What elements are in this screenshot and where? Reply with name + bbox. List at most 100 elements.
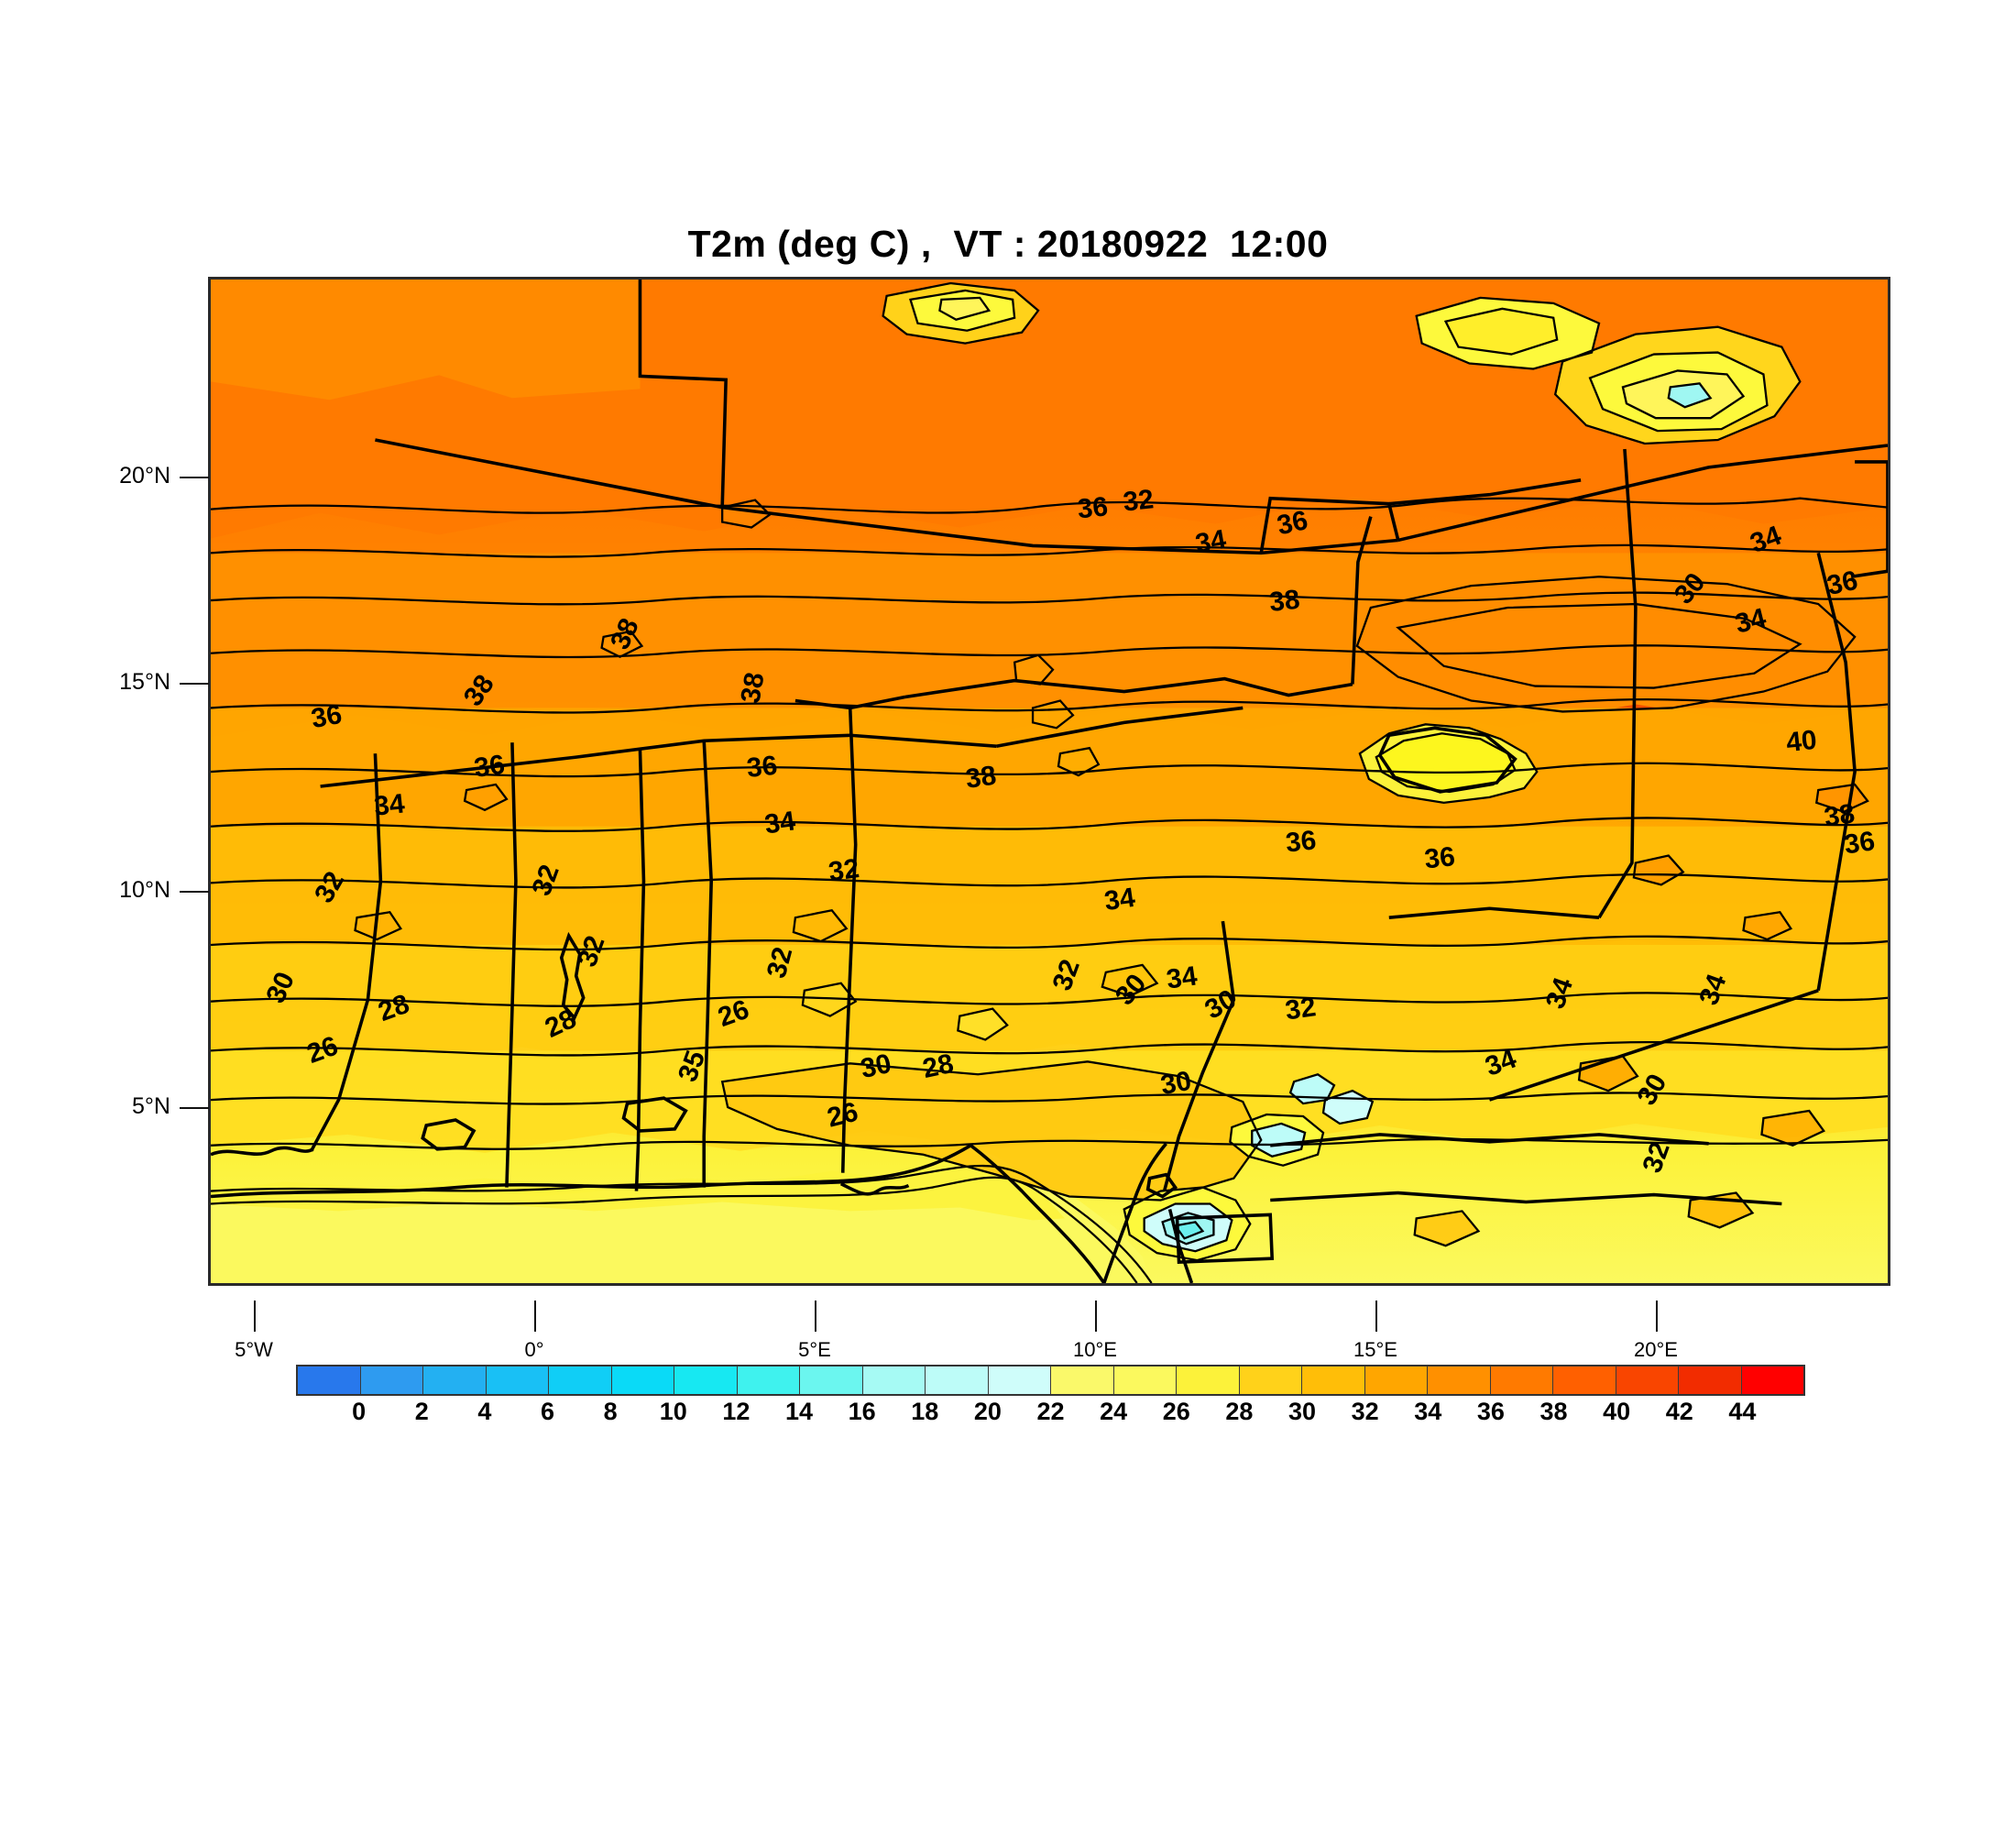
contour-label: 34: [1165, 960, 1200, 994]
colorbar-cell-0[interactable]: [298, 1367, 361, 1394]
colorbar-cell-12[interactable]: [1051, 1367, 1114, 1394]
temperature-contour-map: 32 34 36 36 38 34 30 34 36 38 36 38 38 3…: [211, 280, 1888, 1283]
colorbar-tick-42: 42: [1665, 1398, 1693, 1425]
contour-label: 36: [1275, 505, 1310, 541]
colorbar[interactable]: 0 2 4 6 8 10 12 14 16 18 20 22 24 26 28 30 32 34 36 38 40 42 4…: [296, 1365, 1805, 1425]
contour-label: 36: [1423, 841, 1457, 874]
contour-label: 40: [1785, 725, 1819, 758]
page-title: T2m (deg C) , VT : 20180922 12:00: [687, 223, 1329, 265]
colorbar-tick-24: 24: [1100, 1398, 1128, 1425]
colorbar-cell-4[interactable]: [549, 1367, 612, 1394]
colorbar-cell-16[interactable]: [1302, 1367, 1365, 1394]
contour-label: 30: [1158, 1066, 1193, 1101]
lat-tick: [180, 891, 209, 893]
contour-label: 32: [827, 853, 861, 887]
colorbar-tick-40: 40: [1603, 1398, 1631, 1425]
adamawa-cool: [1252, 1123, 1306, 1157]
colorbar-cell-6[interactable]: [674, 1367, 738, 1394]
colorbar-tick-20: 20: [973, 1398, 1002, 1425]
lon-tick: [254, 1301, 256, 1332]
contour-label: 36: [1824, 565, 1860, 601]
lat-tick: [180, 477, 209, 478]
contour-label: 38: [1267, 585, 1301, 618]
colorbar-tick-2: 2: [414, 1398, 429, 1425]
lon-label-0: 0°: [524, 1338, 544, 1361]
colorbar-cell-23[interactable]: [1741, 1367, 1803, 1394]
colorbar-tick-38: 38: [1539, 1398, 1568, 1425]
lon-label-15e: 15°E: [1353, 1338, 1397, 1361]
colorbar-tick-12: 12: [722, 1398, 751, 1425]
lat-tick: [180, 1107, 209, 1109]
contour-label: 34: [1102, 883, 1137, 916]
colorbar-tick-18: 18: [911, 1398, 939, 1425]
contour-label: 32: [1284, 992, 1319, 1026]
colorbar-cell-18[interactable]: [1428, 1367, 1491, 1394]
colorbar-tick-26: 26: [1162, 1398, 1190, 1425]
contour-label: 26: [824, 1097, 860, 1134]
colorbar-cell-3[interactable]: [486, 1367, 549, 1394]
colorbar-tick-4: 4: [477, 1398, 492, 1425]
contour-label: 38: [735, 670, 770, 705]
colorbar-cell-11[interactable]: [988, 1367, 1051, 1394]
colorbar-cell-15[interactable]: [1239, 1367, 1302, 1394]
lon-tick: [1656, 1301, 1658, 1332]
colorbar-tick-22: 22: [1036, 1398, 1065, 1425]
colorbar-cell-8[interactable]: [800, 1367, 863, 1394]
colorbar-tick-44: 44: [1728, 1398, 1757, 1425]
colorbar-tick-32: 32: [1351, 1398, 1379, 1425]
colorbar-tick-14: 14: [784, 1398, 814, 1425]
jebel-marra-core: [1445, 308, 1558, 355]
colorbar-tick-0: 0: [352, 1398, 367, 1425]
closed-contours: [354, 281, 1869, 1262]
contour-label: 38: [1823, 798, 1857, 832]
map-plot-area[interactable]: 32 34 36 36 38 34 30 34 36 38 36 38 38 3…: [208, 277, 1890, 1286]
contour-label: 36: [1284, 825, 1318, 858]
contour-label: 34: [373, 788, 407, 821]
contour-label: 36: [1076, 491, 1110, 524]
lon-tick: [815, 1301, 816, 1332]
colorbar-swatches[interactable]: [296, 1365, 1805, 1396]
colorbar-tick-16: 16: [848, 1398, 876, 1425]
lon-label-5w: 5°W: [235, 1338, 273, 1361]
colorbar-cell-17[interactable]: [1364, 1367, 1428, 1394]
colorbar-cell-1[interactable]: [360, 1367, 423, 1394]
contour-label-group: 32 34 36 36 38 34 30 34 36 38 36 38 38 3…: [260, 484, 1878, 1177]
lat-label-5n: 5°N: [132, 1093, 170, 1119]
colorbar-cell-21[interactable]: [1616, 1367, 1679, 1394]
colorbar-cell-9[interactable]: [862, 1367, 926, 1394]
contour-label: 36: [1843, 826, 1878, 860]
coastline-and-borders: [211, 280, 1888, 1283]
contour-label: 32: [1122, 484, 1156, 517]
lat-label-15n: 15°N: [119, 669, 170, 695]
colorbar-cell-14[interactable]: [1177, 1367, 1240, 1394]
colorbar-cell-5[interactable]: [611, 1367, 674, 1394]
lake-chad-core: [1375, 733, 1516, 792]
lon-tick: [534, 1301, 536, 1332]
colorbar-tick-30: 30: [1287, 1398, 1317, 1425]
colorbar-cell-10[interactable]: [926, 1367, 989, 1394]
contour-label: 38: [964, 761, 999, 795]
lat-label-10n: 10°N: [119, 877, 170, 903]
jos-warm-cell: [958, 1008, 1008, 1040]
lon-label-10e: 10°E: [1073, 1338, 1117, 1361]
contour-label: 34: [1193, 524, 1229, 559]
colorbar-cell-2[interactable]: [423, 1367, 487, 1394]
contour-label: 36: [309, 699, 344, 734]
colorbar-cell-20[interactable]: [1553, 1367, 1616, 1394]
contour-label: 36: [472, 750, 507, 784]
colorbar-cell-7[interactable]: [737, 1367, 800, 1394]
colorbar-tick-8: 8: [603, 1398, 618, 1425]
colorbar-cell-22[interactable]: [1679, 1367, 1742, 1394]
band-32-34: [211, 826, 1888, 971]
colorbar-cell-19[interactable]: [1490, 1367, 1553, 1394]
lon-tick: [1095, 1301, 1097, 1332]
colorbar-tick-36: 36: [1476, 1398, 1505, 1425]
colorbar-cell-13[interactable]: [1113, 1367, 1177, 1394]
lat-tick: [180, 683, 209, 685]
band-30-32: [211, 945, 1888, 1070]
colorbar-tick-6: 6: [540, 1398, 555, 1425]
air-massif-peak: [939, 297, 990, 320]
lon-label-20e: 20°E: [1634, 1338, 1678, 1361]
contour-label: 28: [920, 1048, 956, 1084]
